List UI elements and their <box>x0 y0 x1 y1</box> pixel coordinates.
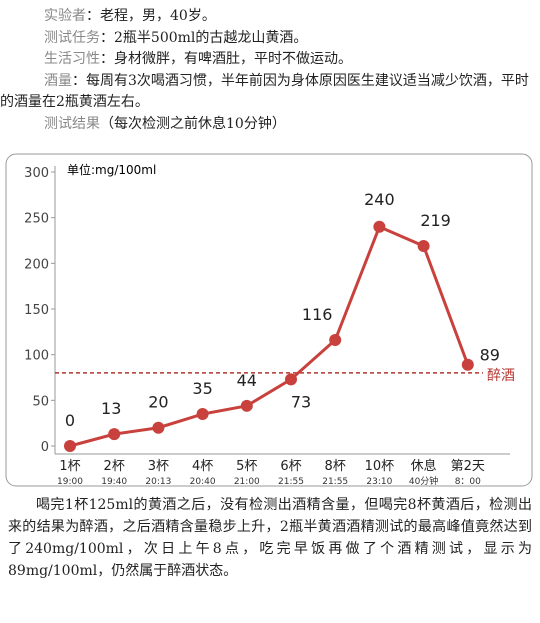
y-tick-label: 200 <box>24 257 49 272</box>
x-tick-time: 20:40 <box>190 477 216 487</box>
threshold-label: 醉酒 <box>487 368 515 384</box>
value-label: 219 <box>420 211 451 230</box>
x-tick-label: 1杯 <box>59 459 80 474</box>
point <box>329 334 342 347</box>
x-tick-time: 19:00 <box>57 477 83 487</box>
x-tick-time: 20:13 <box>145 477 171 487</box>
point <box>64 440 76 452</box>
x-tick-label: 6杯 <box>280 459 301 474</box>
value-label: 73 <box>291 392 311 411</box>
header-line: 测试任务：2瓶半500ml的古越龙山黄酒。 <box>0 28 530 50</box>
text: （每次检测之前休息10分钟） <box>100 115 286 132</box>
text: ：老程，男，40岁。 <box>86 8 216 24</box>
y-tick-label: 0 <box>41 440 49 455</box>
paragraph: 喝完1杯125ml的黄酒之后，没有检测出酒精含量，但喝完8杯黄酒后，检测出来的结… <box>8 497 532 579</box>
point <box>108 428 121 441</box>
label: 实验者 <box>44 8 86 24</box>
x-tick-time: 21:00 <box>234 477 260 487</box>
point <box>285 373 297 386</box>
point <box>373 220 386 233</box>
line <box>69 224 470 448</box>
value-label: 0 <box>65 411 75 430</box>
x-tick-time: 40分钟 <box>409 475 438 487</box>
x-tick-label: 第2天 <box>451 459 485 474</box>
label: 酒量 <box>44 72 72 89</box>
x-tick-label: 4杯 <box>192 459 213 474</box>
point <box>240 399 253 412</box>
chart-frame <box>5 153 533 487</box>
header: 实验者：老程，男，40岁。 测试任务：2瓶半500ml的古越龙山黄酒。 生活习性… <box>0 6 530 135</box>
value-label: 13 <box>101 399 121 418</box>
point <box>417 239 430 252</box>
point <box>461 358 474 371</box>
y-tick-label: 250 <box>24 212 49 227</box>
label: 生活习性 <box>44 51 100 67</box>
value-label: 116 <box>302 305 333 324</box>
value-label: 89 <box>480 346 500 365</box>
x-tick-time: 23:10 <box>366 477 392 487</box>
unit-label: 单位:mg/100ml <box>67 162 156 177</box>
x-tick-label: 5杯 <box>236 459 257 474</box>
y-tick-label: 300 <box>24 166 49 181</box>
x-tick-label: 8杯 <box>325 459 346 474</box>
header-line: 测试结果（每次检测之前休息10分钟） <box>0 114 530 136</box>
value-label: 44 <box>237 371 257 390</box>
x-tick-label: 10杯 <box>365 459 395 474</box>
y-tick-label: 150 <box>24 303 49 318</box>
x-tick-label: 3杯 <box>148 459 169 474</box>
x-tick-time: 19:40 <box>101 477 127 487</box>
value-label: 240 <box>364 190 395 209</box>
label: 测试任务 <box>44 29 100 46</box>
point <box>152 421 165 434</box>
text: ：每周有3次喝酒习惯，半年前因为身体原因医生建议适当减少饮酒，平时的酒量在2瓶黄… <box>0 72 529 111</box>
y-tick-label: 50 <box>32 394 49 409</box>
value-label: 35 <box>192 379 212 398</box>
y-tick-label: 100 <box>24 349 49 364</box>
text: ：2瓶半500ml的古越龙山黄酒。 <box>100 29 308 46</box>
header-line: 实验者：老程，男，40岁。 <box>0 6 530 28</box>
label: 测试结果 <box>44 115 100 132</box>
text: ：身材微胖，有啤酒肚，平时不做运动。 <box>100 51 352 67</box>
header-line: 生活习性：身材微胖，有啤酒肚，平时不做运动。 <box>0 49 530 71</box>
point <box>196 408 209 421</box>
x-tick-time: 8：00 <box>455 477 481 487</box>
x-tick-label: 休息 <box>411 458 437 474</box>
value-label: 20 <box>148 393 168 412</box>
header-line: 酒量：每周有3次喝酒习惯，半年前因为身体原因医生建议适当减少饮酒，平时的酒量在2… <box>0 71 530 114</box>
chart: 单位:mg/100ml 050100150200250300醉酒1杯19:002… <box>5 153 533 487</box>
x-tick-label: 2杯 <box>104 459 125 474</box>
x-tick-time: 21:55 <box>278 477 304 487</box>
x-tick-time: 21:55 <box>322 477 348 487</box>
